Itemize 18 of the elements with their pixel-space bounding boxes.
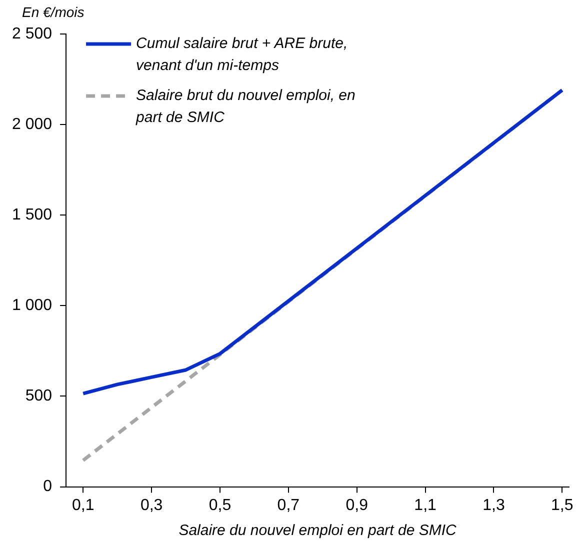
legend-label: Cumul salaire brut + ARE brute, venant d'un mi-temps: [136, 35, 348, 74]
x-axis-title: Salaire du nouvel emploi en part de SMIC: [178, 522, 457, 540]
x-tick-label: 0,5: [208, 496, 232, 514]
y-tick-label: 1 500: [12, 206, 52, 224]
y-tick-label: 500: [25, 388, 52, 405]
x-tick-label: 1,1: [414, 496, 437, 514]
x-tick-label: 0,9: [346, 496, 368, 514]
y-tick-label: 1 000: [12, 297, 52, 314]
legend-label: Salaire brut du nouvel emploi, en part de SMIC: [135, 87, 356, 126]
x-tick-label: 0,1: [72, 496, 94, 514]
x-tick-label: 1,5: [551, 496, 574, 514]
y-tick-label: 0: [43, 478, 52, 496]
x-tick-label: 1,3: [482, 496, 505, 514]
x-tick-label: 0,3: [140, 496, 163, 514]
y-tick-label: 2 000: [12, 116, 52, 133]
y-tick-label: 2 500: [12, 25, 52, 42]
y-axis-title: En €/mois: [22, 4, 84, 20]
x-tick-label: 0,7: [277, 496, 300, 514]
